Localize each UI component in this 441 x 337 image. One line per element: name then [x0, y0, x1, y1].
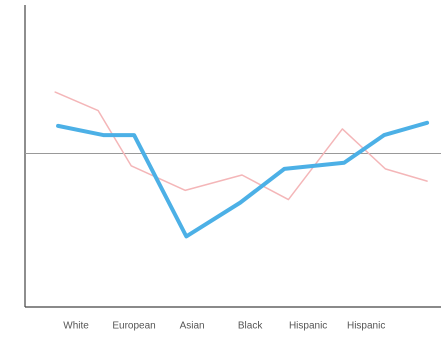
x-tick-label: Hispanic — [289, 321, 327, 332]
x-tick-label: White — [63, 321, 89, 332]
x-tick-label: Asian — [180, 321, 205, 332]
series-line — [56, 120, 430, 239]
x-tick-label: Hispanic — [347, 321, 385, 332]
x-tick-label: European — [112, 321, 155, 332]
x-tick-label: Black — [238, 321, 263, 332]
series-line — [54, 91, 428, 201]
